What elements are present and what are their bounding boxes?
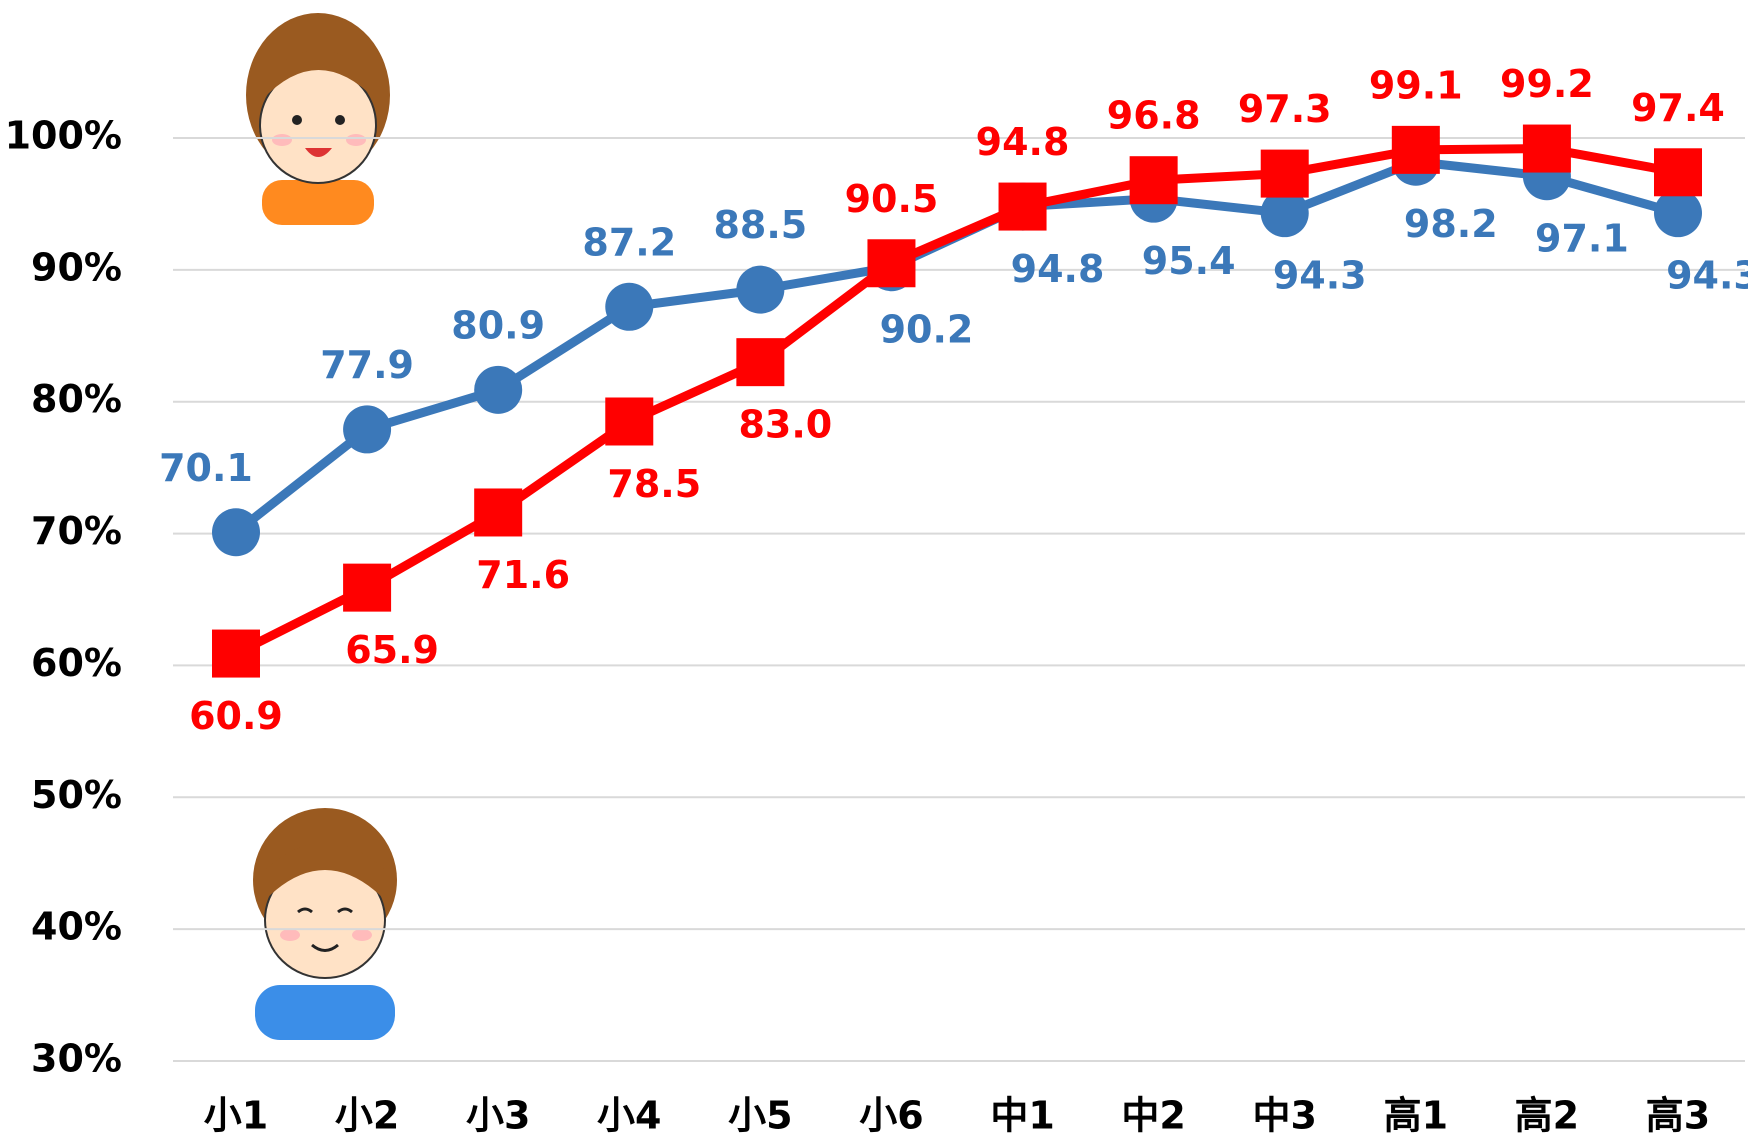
marker (343, 564, 391, 612)
x-tick-label: 小4 (597, 1094, 661, 1138)
marker (474, 488, 522, 536)
y-tick-label: 30% (31, 1037, 122, 1081)
y-tick-label: 40% (31, 905, 122, 949)
marker (1654, 148, 1702, 196)
x-tick-label: 小2 (335, 1094, 399, 1138)
x-tick-label: 小3 (466, 1094, 530, 1138)
data-label: 71.6 (476, 553, 570, 597)
data-label: 94.3 (1666, 254, 1748, 298)
data-label: 88.5 (713, 203, 807, 247)
marker (1392, 126, 1440, 174)
x-tick-label: 中3 (1253, 1094, 1317, 1138)
data-label: 60.9 (189, 694, 283, 738)
data-label: 87.2 (582, 220, 676, 264)
data-label: 98.2 (1404, 202, 1498, 246)
x-tick-label: 小5 (728, 1094, 792, 1138)
x-tick-label: 高3 (1646, 1094, 1710, 1138)
data-label: 90.5 (845, 177, 939, 221)
marker (736, 338, 784, 386)
data-label: 94.8 (976, 120, 1070, 164)
marker (1523, 125, 1571, 173)
data-label: 97.4 (1631, 86, 1725, 130)
y-tick-label: 90% (31, 245, 122, 289)
marker (605, 283, 653, 331)
boy-illustration (253, 808, 397, 1040)
marker (474, 366, 522, 414)
data-label: 96.8 (1107, 94, 1201, 138)
y-tick-label: 80% (31, 377, 122, 421)
data-label: 99.2 (1500, 62, 1594, 106)
marker (1654, 189, 1702, 237)
data-label: 77.9 (320, 343, 414, 387)
series: 60.9 65.9 71.6 78.5 83.0 90.5 94.8 96.8 97.3 99.1… (189, 62, 1725, 738)
marker (1130, 156, 1178, 204)
marker (343, 405, 391, 453)
data-label: 97.3 (1238, 87, 1332, 131)
x-tick-label: 小1 (204, 1094, 268, 1138)
series: 70.1 77.9 80.9 87.2 88.5 90.2 94.8 95.4 94.3 98.2… (159, 138, 1748, 557)
data-label: 78.5 (607, 462, 701, 506)
marker (999, 183, 1047, 231)
y-tick-label: 70% (31, 509, 122, 553)
y-tick-label: 100% (5, 114, 122, 158)
marker (1261, 150, 1309, 198)
x-tick-label: 高2 (1515, 1094, 1579, 1138)
data-label: 80.9 (451, 303, 545, 347)
marker (212, 508, 260, 556)
data-label: 94.8 (1011, 247, 1105, 291)
data-label: 90.2 (880, 308, 974, 352)
grid (173, 138, 1745, 1061)
chart: 30% 40% 50% 60% 70% 80% 90% 100% 小1 小2 小3 小4 小5 小6 中1 中… (0, 0, 1748, 1141)
data-label: 95.4 (1142, 239, 1236, 283)
data-label: 99.1 (1369, 63, 1463, 107)
marker (736, 266, 784, 314)
marker (867, 239, 915, 287)
x-tick-label: 中2 (1121, 1094, 1185, 1138)
x-tick-label: 中1 (990, 1094, 1054, 1138)
y-tick-label: 50% (31, 773, 122, 817)
data-label: 65.9 (345, 628, 439, 672)
data-label: 94.3 (1273, 254, 1367, 298)
x-tick-label: 小6 (859, 1094, 923, 1138)
y-tick-label: 60% (31, 641, 122, 685)
marker (605, 397, 653, 445)
data-label: 83.0 (738, 403, 832, 447)
girl-illustration (246, 13, 390, 225)
data-label: 97.1 (1535, 217, 1629, 261)
x-tick-label: 高1 (1384, 1094, 1448, 1138)
marker (212, 630, 260, 678)
data-label: 70.1 (159, 446, 253, 490)
